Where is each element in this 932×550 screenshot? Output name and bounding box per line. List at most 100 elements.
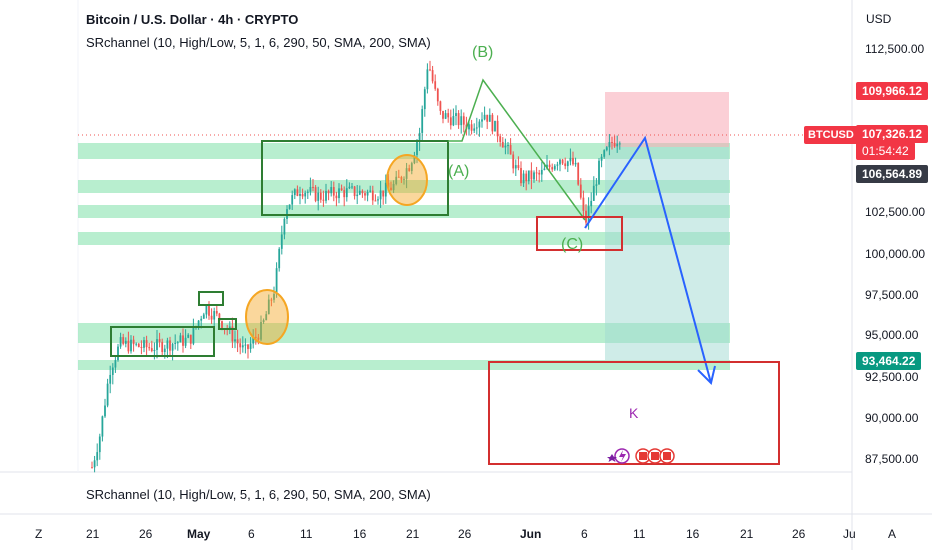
candle-body [345,188,348,198]
candle-body [275,268,278,294]
price-tick: 90,000.00 [865,411,919,425]
candle-body [135,343,138,345]
candle-body [426,69,429,90]
candle-body [260,322,262,340]
candle-body [566,161,569,167]
candle-body [312,186,314,188]
candle-body [595,184,598,186]
candle-body [379,190,382,200]
time-tick: 6 [248,527,255,541]
candle-body [462,116,465,125]
indicator-legend[interactable]: SRchannel (10, High/Low, 5, 1, 6, 290, 5… [86,35,431,50]
candle-body [153,349,156,351]
candle-body [530,170,533,180]
time-tick: 21 [86,527,100,541]
consolidation-box [198,291,224,306]
candle-body [538,172,541,175]
candle-body [418,132,421,143]
candle-body [460,116,463,126]
candle-body [470,124,473,131]
candle-body [579,184,582,198]
candle-body [161,341,164,353]
candle-body [278,248,281,269]
time-tick: 11 [633,527,646,541]
candle-body [577,162,580,185]
candle-body [249,343,252,349]
candle-body [288,204,291,210]
auto-scale-button[interactable]: A [888,527,897,541]
candle-body [254,336,257,338]
candle-body [270,299,273,301]
candle-body [507,145,509,147]
time-tick: 21 [740,527,754,541]
candle-body [590,200,593,207]
flag-glyph [639,452,647,460]
candle-body [429,69,431,71]
bar-countdown-tag: 01:54:42 [856,142,915,160]
go-to-date-button[interactable]: Z [35,527,43,541]
candle-body [592,185,595,201]
candle-body [377,199,379,201]
candle-body [488,114,491,122]
candle-body [364,193,366,196]
lightning-glyph [619,450,626,462]
candle-body [117,346,119,361]
candle-body [158,339,161,342]
candle-body [247,344,249,349]
price-tick: 112,500.00 [865,42,925,56]
time-tick: 6 [581,527,588,541]
candle-body [527,170,530,182]
candle-body [525,173,528,182]
candle-body [101,416,104,437]
current-price-tag: 107,326.12 [856,125,929,143]
candle-body [343,190,346,198]
candle-body [553,165,556,170]
candle-body [218,313,221,322]
candle-body [361,190,364,194]
candle-body [512,154,515,169]
candle-body [231,326,234,342]
candle-body [163,348,166,353]
candle-body [200,318,203,321]
time-tick: May [187,527,211,541]
risk-zone [605,92,729,147]
candle-body [171,343,174,351]
reward-zone [605,147,729,360]
candle-body [317,192,320,201]
candle-body [561,159,564,164]
candle-body [327,190,330,194]
candle-body [93,460,96,468]
price-tick: 95,000.00 [865,328,919,342]
time-tick: 26 [792,527,806,541]
candle-body [403,178,405,180]
candle-body [309,186,312,192]
candle-body [236,339,239,344]
candle-body [533,172,535,180]
candle-body [299,193,301,196]
time-tick: 26 [458,527,472,541]
indicator-pane-legend[interactable]: SRchannel (10, High/Low, 5, 1, 6, 290, 5… [86,487,431,502]
candle-body [613,142,616,147]
candle-body [265,314,268,321]
wave-c-box [536,216,623,251]
consolidation-box-a [261,140,449,216]
candle-body [405,168,408,179]
candle-body [241,345,244,348]
candle-body [517,165,520,168]
currency-label[interactable]: USD [866,12,892,26]
candle-body [96,452,99,461]
candle-body [291,195,294,205]
candle-body [395,176,398,184]
candle-body [221,321,223,329]
time-tick: 16 [686,527,700,541]
candle-body [244,344,247,346]
candle-body [348,186,351,189]
candle-body [522,173,525,184]
candle-body [618,143,621,145]
target-top-price-tag: 109,966.12 [856,82,929,100]
candle-body [325,190,327,201]
sr-channel-zone [78,205,730,218]
candle-body [122,337,125,344]
candle-body [421,109,424,133]
